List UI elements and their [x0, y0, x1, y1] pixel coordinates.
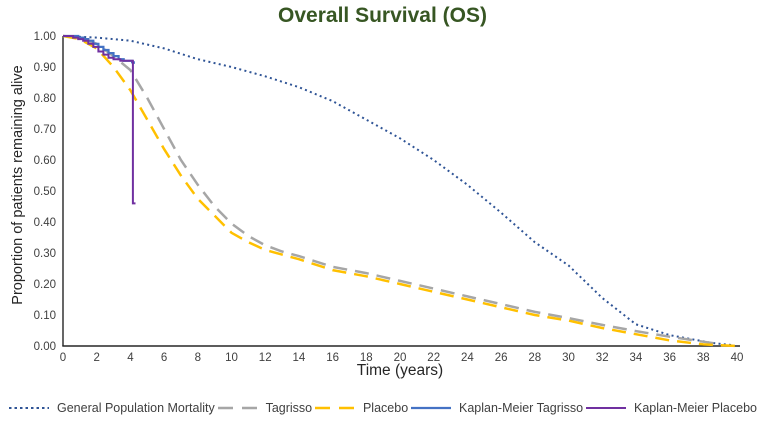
chart-legend: General Population Mortality Tagrisso Plac…: [0, 401, 765, 415]
y-tick-label: 0.70: [34, 124, 56, 136]
legend-label: Tagrisso: [265, 401, 313, 415]
x-tick-label: 22: [427, 352, 440, 364]
x-tick-label: 36: [663, 352, 676, 364]
x-tick-label: 4: [127, 352, 134, 364]
general-population-mortality-legend-marker: [9, 407, 49, 409]
x-tick-label: 2: [93, 352, 99, 364]
legend-item-general-population-mortality: General Population Mortality: [8, 401, 215, 415]
x-tick-label: 10: [225, 352, 238, 364]
x-axis-title: Time (years): [356, 362, 444, 379]
x-tick-label: 18: [360, 352, 373, 364]
plot-area: 1.00 0.90 0.80 0.70 0.60 0.50 0.40 0.30 0.20 0.10…: [34, 31, 744, 364]
y-axis-title: Proportion of patients remaining alive: [10, 65, 26, 305]
x-tick-label: 6: [161, 352, 167, 364]
legend-item-kaplan-meier-tagrisso: Kaplan-Meier Tagrisso: [410, 401, 583, 415]
series-kaplan-meier-placebo: [63, 35, 136, 205]
legend-label: Kaplan-Meier Placebo: [633, 401, 757, 415]
y-tick-label: 0.10: [34, 310, 56, 322]
x-tick-label: 38: [697, 352, 710, 364]
y-tick-label: 0.80: [34, 93, 56, 105]
x-tick-label: 24: [461, 352, 474, 364]
x-tick-label: 16: [326, 352, 339, 364]
y-tick-label: 0.00: [34, 341, 56, 353]
chart-title: Overall Survival (OS): [278, 4, 487, 27]
legend-item-tagrisso: Tagrisso: [217, 401, 313, 415]
y-tick-label: 0.20: [34, 279, 56, 291]
y-tick-label: 0.60: [34, 155, 56, 167]
legend-item-kaplan-meier-placebo: Kaplan-Meier Placebo: [585, 401, 757, 415]
x-tick-label: 0: [60, 352, 66, 364]
x-tick-label: 30: [562, 352, 575, 364]
y-tick-label: 0.90: [34, 62, 56, 74]
placebo-legend-marker: [314, 406, 355, 410]
legend-label: General Population Mortality: [57, 401, 215, 415]
x-tick-label: 14: [293, 352, 306, 364]
x-tick-label: 20: [394, 352, 407, 364]
legend-label: Kaplan-Meier Tagrisso: [459, 401, 584, 415]
series-tagrisso: [62, 34, 721, 346]
legend-label: Placebo: [362, 401, 409, 415]
x-tick-label: 32: [596, 352, 609, 364]
tagrisso-legend-marker: [217, 406, 258, 410]
x-tick-label: 34: [630, 352, 643, 364]
legend-item-placebo: Placebo: [314, 401, 408, 415]
series-placebo: [62, 34, 738, 348]
x-tick-label: 26: [495, 352, 508, 364]
y-tick-label: 1.00: [34, 31, 56, 43]
series-general-population-mortality: [62, 35, 733, 347]
y-tick-label: 0.40: [34, 217, 56, 229]
x-tick-label: 28: [528, 352, 541, 364]
y-tick-label: 0.30: [34, 248, 56, 260]
x-tick-label: 12: [259, 352, 272, 364]
x-tick-label: 8: [195, 352, 201, 364]
x-tick-label: 40: [731, 352, 744, 364]
kaplan-meier-placebo-legend-marker: [585, 407, 626, 409]
y-tick-label: 0.50: [34, 186, 56, 198]
kaplan-meier-tagrisso-legend-marker: [411, 406, 451, 410]
